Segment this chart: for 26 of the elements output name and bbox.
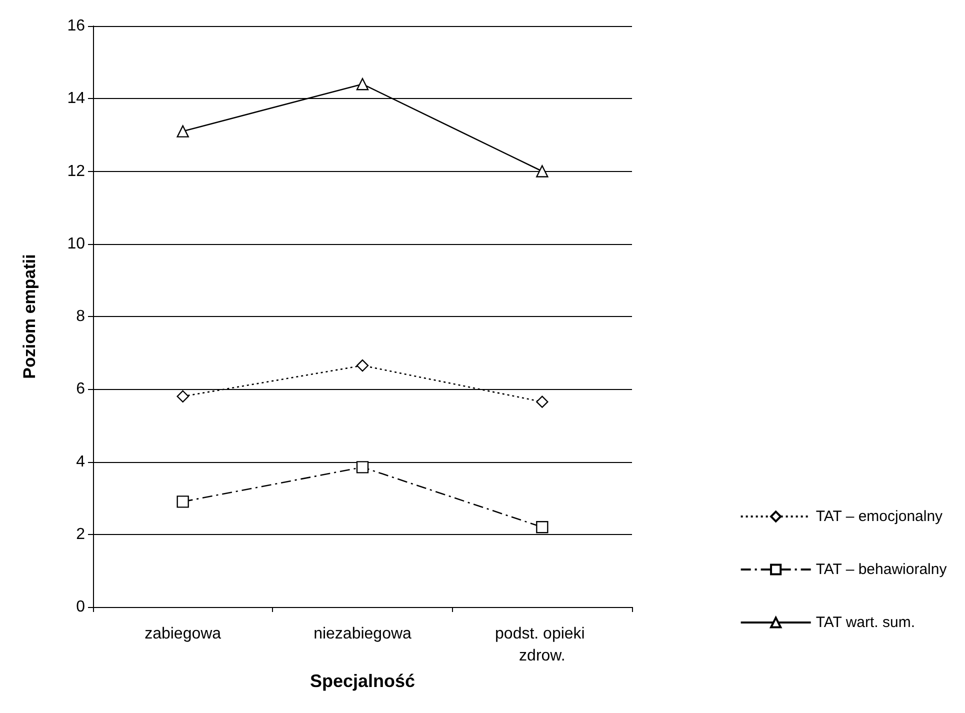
y-tick-label: 2 bbox=[76, 526, 86, 543]
y-tick-label: 16 bbox=[67, 18, 86, 34]
point bbox=[356, 78, 369, 90]
y-axis-title: Poziom empatii bbox=[20, 254, 39, 379]
point bbox=[176, 390, 189, 402]
x-tick-label: zabiegowa bbox=[144, 626, 222, 642]
y-tick-label: 0 bbox=[76, 598, 86, 616]
y-tick-label: 12 bbox=[67, 162, 86, 180]
legend-label: TAT – emocjonalny bbox=[816, 508, 944, 525]
x-tick-label: niezabiegowa bbox=[314, 626, 412, 642]
legend-label: TAT – behawioralny bbox=[816, 561, 948, 578]
y-tick-label: 10 bbox=[67, 235, 86, 252]
x-tick-label: podst. opieki zdrow. bbox=[495, 626, 590, 664]
point bbox=[536, 165, 548, 178]
point bbox=[536, 521, 548, 534]
y-tick-label: 14 bbox=[67, 90, 86, 108]
x-axis-title: Specjalność bbox=[310, 670, 416, 691]
point bbox=[356, 461, 369, 474]
y-tick-label: 8 bbox=[76, 308, 86, 325]
y-tick-label: 4 bbox=[76, 453, 86, 470]
point bbox=[536, 396, 548, 408]
y-tick-label: 6 bbox=[76, 380, 86, 398]
legend-label: TAT wart. sum. bbox=[816, 614, 916, 631]
point bbox=[356, 359, 369, 372]
point bbox=[176, 125, 189, 138]
point bbox=[176, 496, 189, 508]
